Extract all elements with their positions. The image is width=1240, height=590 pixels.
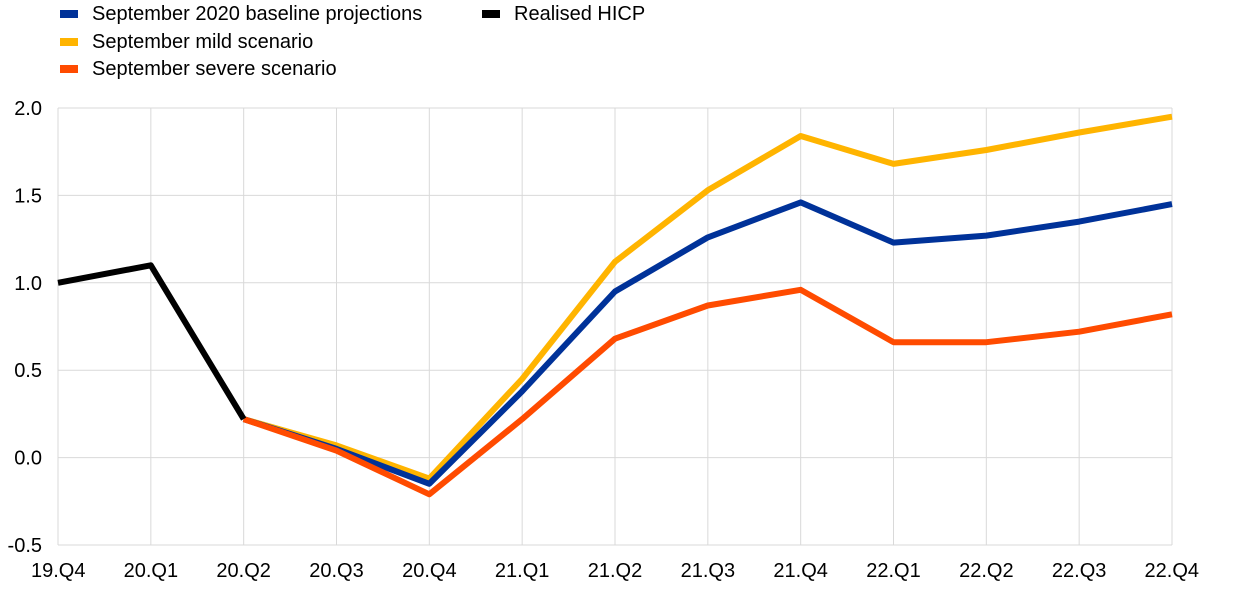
legend-label-severe: September severe scenario [92,58,337,80]
legend-swatch-realised [482,10,500,18]
y-tick-label: 0.0 [14,448,42,470]
legend-swatch-baseline [60,10,78,18]
x-tick-label: 20.Q1 [124,560,178,582]
series-line-mild [242,113,1173,482]
legend-label-realised: Realised HICP [514,3,646,25]
x-tick-label: 22.Q3 [1052,560,1106,582]
y-tick-label: 1.0 [14,273,42,295]
x-tick-label: 22.Q1 [866,560,920,582]
series-line-baseline [242,199,1173,487]
y-axis-tick-labels: 2.0 1.5 1.0 0.5 0.0 -0.5 [8,98,42,557]
legend-swatch-mild [60,38,78,46]
legend-swatch-severe [60,65,78,73]
series-lines [57,113,1173,498]
x-tick-label: 20.Q3 [309,560,363,582]
series-line-severe [242,286,1173,498]
x-tick-label: 21.Q1 [495,560,549,582]
y-tick-label: 1.5 [14,185,42,207]
x-tick-label: 20.Q4 [402,560,456,582]
legend-label-baseline: September 2020 baseline projections [92,3,423,25]
x-axis-tick-labels: 19.Q4 20.Q1 20.Q2 20.Q3 20.Q4 21.Q1 21.Q2 21.Q3… [31,560,1199,582]
x-tick-label: 20.Q2 [216,560,270,582]
x-tick-label: 19.Q4 [31,560,85,582]
y-tick-label: 2.0 [14,98,42,120]
legend-label-mild: September mild scenario [92,31,314,53]
x-tick-label: 22.Q2 [959,560,1013,582]
y-tick-label: 0.5 [14,360,42,382]
grid-lines [57,107,1173,546]
y-tick-label: -0.5 [8,535,42,557]
x-tick-label: 22.Q4 [1145,560,1199,582]
series-line-realised [57,262,247,421]
x-tick-label: 21.Q4 [773,560,827,582]
x-tick-label: 21.Q2 [588,560,642,582]
x-tick-label: 21.Q3 [681,560,735,582]
